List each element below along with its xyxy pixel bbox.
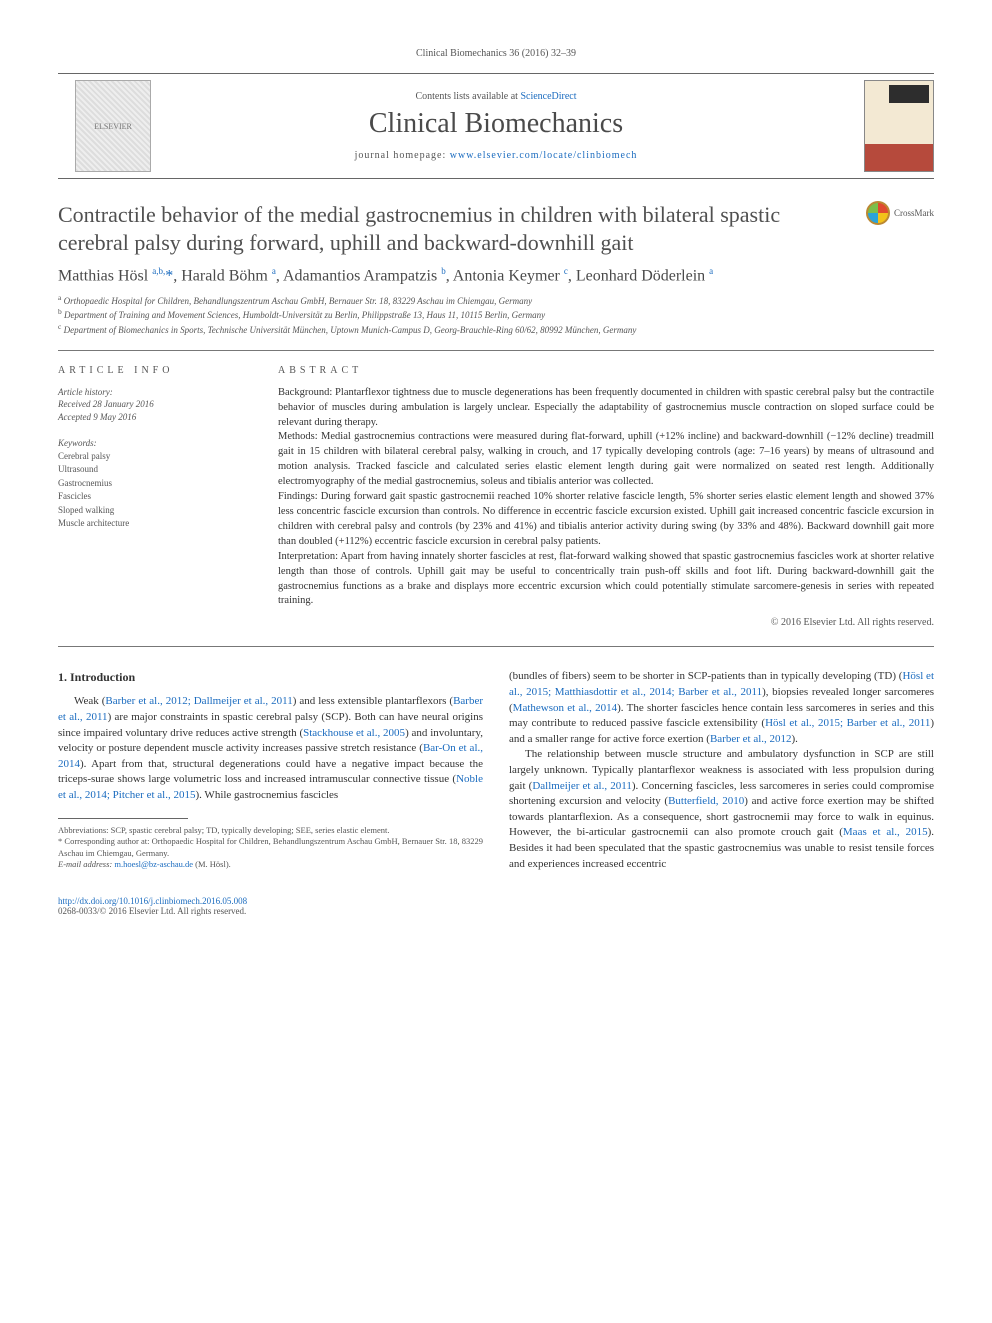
sciencedirect-link[interactable]: ScienceDirect [520,91,576,102]
intro-heading: 1. Introduction [58,669,483,686]
citation-link[interactable]: Barber et al., 2012 [710,733,792,745]
affiliations: a Orthopaedic Hospital for Children, Beh… [58,293,934,335]
text: (bundles of fibers) seem to be shorter i… [509,670,902,682]
history-accepted: Accepted 9 May 2016 [58,411,248,424]
history-received: Received 28 January 2016 [58,398,248,411]
abstract-findings: Findings: During forward gait spastic ga… [278,491,934,547]
abstract-methods: Methods: Medial gastrocnemius contractio… [278,431,934,487]
citation-link[interactable]: Barber et al., 2012; Dallmeijer et al., … [105,695,292,707]
citation-link[interactable]: Dallmeijer et al., 2011 [532,780,632,792]
abstract-text: Background: Plantarflexor tightness due … [278,386,934,610]
running-header: Clinical Biomechanics 36 (2016) 32–39 [58,48,934,59]
doi-link[interactable]: http://dx.doi.org/10.1016/j.clinbiomech.… [58,896,247,906]
authors-line: Matthias Hösl a,b,*, Harald Böhm a, Adam… [58,266,934,285]
journal-header-bar: ELSEVIER Contents lists available at Sci… [58,73,934,179]
divider [58,646,934,647]
keywords-list: Cerebral palsyUltrasoundGastrocnemiusFas… [58,450,248,531]
article-info-label: ARTICLE INFO [58,365,248,376]
citation-link[interactable]: Mathewson et al., 2014 [513,702,617,714]
history-label: Article history: [58,386,248,399]
contents-available-line: Contents lists available at ScienceDirec… [168,91,824,102]
journal-homepage-link[interactable]: www.elsevier.com/locate/clinbiomech [450,150,638,161]
journal-cover [824,80,934,172]
email-label: E-mail address: [58,859,114,869]
footnotes: Abbreviations: SCP, spastic cerebral pal… [58,825,483,871]
journal-homepage-line: journal homepage: www.elsevier.com/locat… [168,150,824,161]
article-title: Contractile behavior of the medial gastr… [58,201,844,256]
citation-link[interactable]: Maas et al., 2015 [843,826,928,838]
citation-link[interactable]: Stackhouse et al., 2005 [303,727,405,739]
citation-link[interactable]: Butterfield, 2010 [668,795,744,807]
abstract-label: ABSTRACT [278,365,934,376]
footnote-divider [58,818,188,819]
footnote-corresponding: * Corresponding author at: Orthopaedic H… [58,836,483,859]
body-left-column: 1. Introduction Weak (Barber et al., 201… [58,669,483,872]
crossmark-label: CrossMark [894,208,934,218]
email-suffix: (M. Hösl). [193,859,231,869]
cover-thumbnail-icon [864,80,934,172]
keywords-label: Keywords: [58,438,248,448]
intro-paragraph-1-cont: (bundles of fibers) seem to be shorter i… [509,669,934,747]
crossmark-badge[interactable]: CrossMark [844,201,934,229]
abstract-interpretation: Interpretation: Apart from having innate… [278,551,934,607]
crossmark-icon [866,201,890,225]
journal-title: Clinical Biomechanics [168,108,824,140]
elsevier-tree-icon: ELSEVIER [75,80,151,172]
citation-link[interactable]: Hösl et al., 2015; Barber et al., 2011 [765,717,930,729]
abstract-copyright: © 2016 Elsevier Ltd. All rights reserved… [278,617,934,628]
page-footer: http://dx.doi.org/10.1016/j.clinbiomech.… [58,896,934,916]
contents-prefix: Contents lists available at [415,91,520,102]
intro-paragraph-2: The relationship between muscle structur… [509,747,934,872]
email-link[interactable]: m.hoesl@bz-aschau.de [114,859,193,869]
footnote-email: E-mail address: m.hoesl@bz-aschau.de (M.… [58,859,483,870]
text: ). Apart from that, structural degenerat… [58,758,483,786]
text: ) and less extensible plantarflexors ( [293,695,453,707]
abstract-background: Background: Plantarflexor tightness due … [278,387,934,428]
text: ). [792,733,798,745]
issn-copyright: 0268-0033/© 2016 Elsevier Ltd. All right… [58,906,247,916]
homepage-prefix: journal homepage: [355,150,450,161]
publisher-logo: ELSEVIER [58,80,168,172]
footnote-abbreviations: Abbreviations: SCP, spastic cerebral pal… [58,825,483,836]
body-right-column: (bundles of fibers) seem to be shorter i… [509,669,934,872]
text: Weak ( [74,695,105,707]
intro-paragraph-1: Weak (Barber et al., 2012; Dallmeijer et… [58,694,483,803]
text: ). While gastrocnemius fascicles [195,789,338,801]
